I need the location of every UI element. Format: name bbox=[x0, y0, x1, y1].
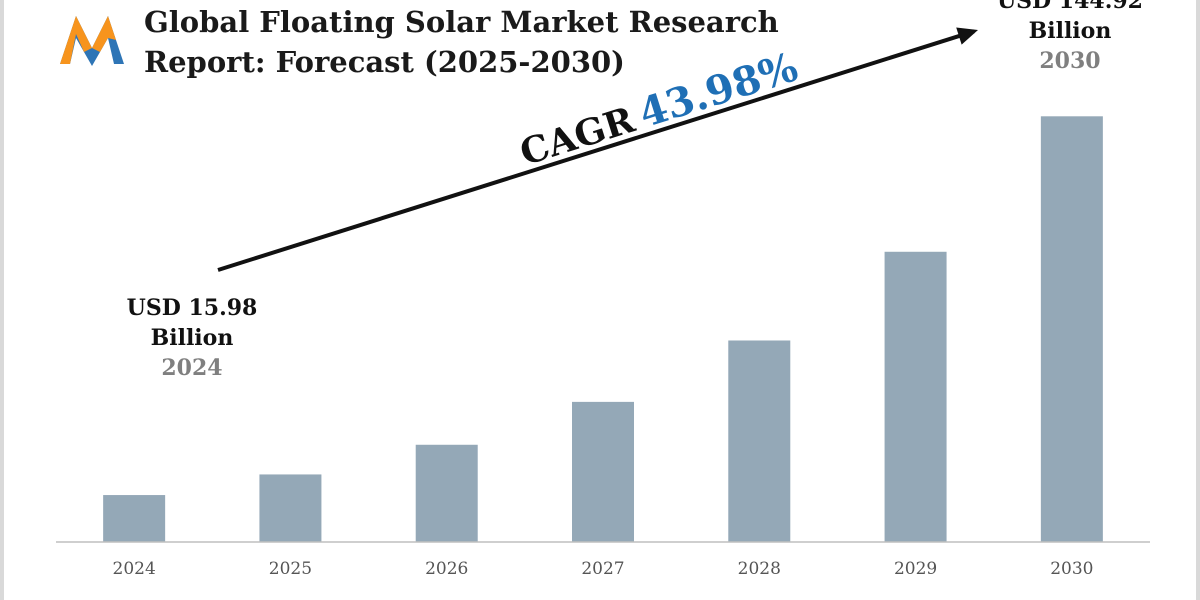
x-tick-label-2028: 2028 bbox=[738, 559, 781, 579]
m-logo-icon bbox=[60, 16, 124, 66]
bar-2027 bbox=[572, 401, 634, 542]
chart-title-line-1: Global Floating Solar Market Research bbox=[144, 5, 779, 39]
bar-2030 bbox=[1040, 116, 1103, 543]
x-tick-label-2024: 2024 bbox=[113, 559, 156, 579]
start-year: 2024 bbox=[161, 355, 223, 381]
bar-2024 bbox=[103, 495, 166, 542]
end-unit: Billion bbox=[1028, 18, 1112, 44]
start-value: USD 15.98 bbox=[126, 295, 258, 321]
start-value-callout: USD 15.98 Billion 2024 bbox=[112, 293, 272, 383]
x-axis-tick-labels: 2024 2025 2026 2027 2028 2029 2030 bbox=[113, 559, 1094, 579]
x-tick-label-2027: 2027 bbox=[581, 559, 624, 579]
bar-series bbox=[103, 116, 1103, 543]
cagr-arrowhead-icon bbox=[956, 27, 978, 45]
start-unit: Billion bbox=[150, 325, 234, 351]
end-value-callout: USD 144.92 Billion 2030 bbox=[980, 0, 1160, 76]
bar-2025 bbox=[259, 474, 322, 542]
chart-title: Global Floating Solar Market Research Re… bbox=[144, 2, 844, 82]
x-tick-label-2029: 2029 bbox=[894, 559, 937, 579]
x-tick-label-2025: 2025 bbox=[269, 559, 312, 579]
end-value: USD 144.92 bbox=[996, 0, 1143, 14]
end-year: 2030 bbox=[1039, 48, 1101, 74]
x-tick-label-2030: 2030 bbox=[1050, 559, 1093, 579]
bar-2026 bbox=[415, 444, 478, 542]
chart-title-line-2: Report: Forecast (2025-2030) bbox=[144, 45, 625, 79]
bar-2028 bbox=[728, 340, 791, 542]
x-tick-label-2026: 2026 bbox=[425, 559, 468, 579]
cagr-trend-arrow bbox=[217, 29, 975, 272]
bar-2029 bbox=[884, 251, 947, 542]
